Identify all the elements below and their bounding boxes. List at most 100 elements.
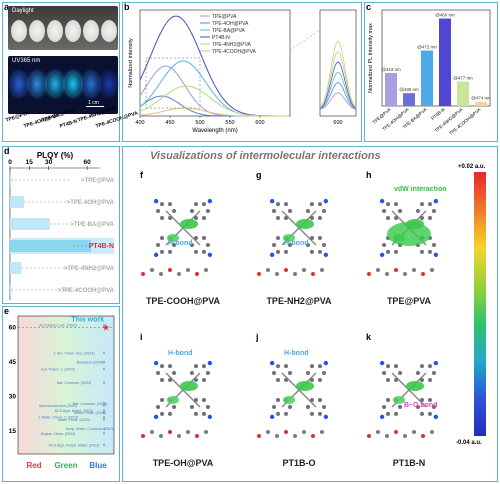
- carbon-atom: [284, 202, 289, 207]
- carbon-atom: [394, 377, 399, 382]
- bond: [182, 227, 201, 246]
- ref-point: [102, 351, 106, 354]
- legend-entry: TPE-4NH2@PVA: [212, 42, 252, 48]
- pva-atom: [275, 272, 279, 276]
- daylight-photo: Daylight: [8, 6, 118, 50]
- y-tick-label: 30: [9, 394, 17, 401]
- molecule-cell: j H-bond PT1B-O: [244, 330, 354, 480]
- carbon-atom: [288, 209, 293, 214]
- carbon-atom: [321, 371, 326, 376]
- carbon-atom: [201, 364, 206, 369]
- inset-frame: [319, 9, 357, 117]
- cell-letter: f: [140, 170, 143, 180]
- carbon-atom: [419, 377, 424, 382]
- carbon-atom: [156, 242, 161, 247]
- legend-entry: TPE-4COOH@PVA: [212, 49, 257, 55]
- pva-atom: [293, 434, 297, 438]
- carbon-atom: [317, 364, 322, 369]
- pva-atom: [284, 268, 288, 272]
- bond: [281, 210, 300, 229]
- molecule-label: TPE-COOH@PVA: [145, 296, 221, 306]
- uv-disk: [101, 72, 117, 96]
- pva-atom: [186, 430, 190, 434]
- spectrum-chart: 400 450 500 550 600 Wavelength (nm) Normalized…: [128, 9, 357, 134]
- pva-atom: [421, 272, 425, 276]
- panel-c-letter: c: [366, 2, 372, 12]
- interaction-annotation: H-bond: [284, 240, 309, 247]
- peak-label: @436 nm: [399, 87, 419, 92]
- pva-atom: [177, 434, 181, 438]
- carbon-atom: [317, 249, 322, 254]
- pva-atom: [141, 272, 145, 276]
- pva-atom: [403, 434, 407, 438]
- pva-atom: [195, 434, 199, 438]
- viz-title: Visualizations of intermolecular interac…: [150, 150, 381, 162]
- carbon-atom: [398, 209, 403, 214]
- inset-connector: [289, 29, 321, 51]
- carbon-atom: [172, 209, 177, 214]
- pva-atom: [150, 430, 154, 434]
- carbon-atom: [156, 371, 161, 376]
- carbon-atom: [276, 236, 281, 241]
- carbon-atom: [317, 215, 322, 220]
- uv-photo: UV365 nm 1 cm: [8, 56, 118, 114]
- carbon-atom: [321, 404, 326, 409]
- carbon-atom: [321, 209, 326, 214]
- interaction-surface: [180, 219, 198, 229]
- daylight-disk: [83, 20, 99, 42]
- hetero-atom: [153, 198, 159, 204]
- carbon-atom: [201, 398, 206, 403]
- molecule-cell: h vdW interaction TPE@PVA: [354, 168, 464, 318]
- molecule-cell: i H-bond TPE-OH@PVA: [128, 330, 238, 480]
- carbon-atom: [427, 249, 432, 254]
- uv-disk: [11, 72, 27, 96]
- hetero-atom: [269, 414, 275, 420]
- pl-bar: [403, 93, 415, 106]
- daylight-disk: [65, 20, 81, 42]
- carbon-atom: [284, 215, 289, 220]
- hetero-atom: [323, 252, 329, 258]
- legend-entry: TPE-BA@PVA: [212, 28, 245, 34]
- cell-letter: j: [256, 332, 259, 342]
- carbon-atom: [205, 371, 210, 376]
- daylight-disk: [11, 20, 27, 42]
- daylight-label: Daylight: [12, 8, 34, 14]
- carbon-atom: [288, 404, 293, 409]
- interaction-surface: [283, 234, 295, 242]
- hetero-atom: [269, 360, 275, 366]
- uv-label: UV365 nm: [12, 58, 41, 64]
- x-tick-label: 450: [165, 120, 174, 126]
- pl-bar: [457, 81, 469, 106]
- carbon-atom: [276, 249, 281, 254]
- molecule-render: [367, 198, 439, 276]
- x-category-label: Green: [54, 461, 77, 470]
- carbon-atom: [382, 209, 387, 214]
- x-tick-label: 30: [45, 159, 53, 166]
- carbon-atom: [305, 242, 310, 247]
- carbon-atom: [309, 377, 314, 382]
- carbon-atom: [160, 236, 165, 241]
- ref-label: ACS Appl. Mater. (2022): [55, 409, 94, 413]
- carbon-atom: [156, 209, 161, 214]
- bond: [298, 389, 317, 408]
- ref-point: [102, 411, 106, 414]
- x-tick-label: 0: [8, 159, 12, 166]
- x-tick-label: 550: [225, 120, 234, 126]
- interaction-surface: [283, 396, 295, 404]
- interaction-annotation: vdW interaction: [394, 186, 447, 193]
- y-tick-label: 60: [9, 325, 17, 332]
- carbon-atom: [193, 249, 198, 254]
- carbon-atom: [288, 242, 293, 247]
- carbon-atom: [317, 236, 322, 241]
- carbon-atom: [193, 377, 198, 382]
- molecule-cell: f H-bond TPE-COOH@PVA: [128, 168, 238, 318]
- carbon-atom: [382, 371, 387, 376]
- ref-point: [102, 443, 106, 446]
- peak-label: @460 nm: [435, 13, 455, 18]
- carbon-atom: [305, 209, 310, 214]
- pva-atom: [376, 430, 380, 434]
- ref-point: [102, 360, 106, 364]
- scale-bottom-label: -0.04 a.u.: [456, 440, 482, 446]
- uv-disk: [65, 72, 81, 96]
- pva-atom: [293, 272, 297, 276]
